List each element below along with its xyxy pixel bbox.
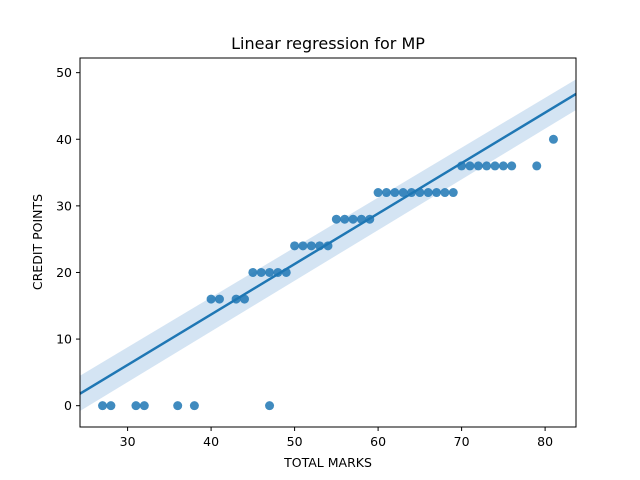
x-tick-label: 50 bbox=[287, 434, 303, 449]
data-point bbox=[340, 214, 350, 224]
data-point bbox=[465, 161, 475, 171]
data-point bbox=[273, 267, 283, 277]
data-point bbox=[323, 241, 333, 251]
data-point bbox=[290, 241, 300, 251]
y-tick-label: 0 bbox=[64, 398, 72, 413]
data-point bbox=[281, 267, 291, 277]
data-point bbox=[231, 294, 241, 304]
x-tick-label: 80 bbox=[537, 434, 553, 449]
data-point bbox=[473, 161, 483, 171]
x-axis-label: TOTAL MARKS bbox=[283, 455, 372, 470]
data-point bbox=[106, 401, 116, 411]
data-point bbox=[256, 267, 266, 277]
data-point bbox=[490, 161, 500, 171]
data-point bbox=[407, 188, 417, 198]
chart-title: Linear regression for MP bbox=[231, 34, 425, 53]
data-point bbox=[214, 294, 224, 304]
data-point bbox=[532, 161, 542, 171]
data-point bbox=[498, 161, 508, 171]
data-point bbox=[381, 188, 391, 198]
data-point bbox=[548, 134, 558, 144]
data-point bbox=[365, 214, 375, 224]
y-axis: 0 10 20 30 40 50 bbox=[56, 65, 80, 413]
y-tick-label: 20 bbox=[56, 265, 72, 280]
data-point bbox=[173, 401, 183, 411]
data-point bbox=[239, 294, 249, 304]
y-tick-label: 40 bbox=[56, 132, 72, 147]
points-layer bbox=[98, 134, 558, 411]
x-tick-label: 30 bbox=[120, 434, 136, 449]
data-point bbox=[348, 214, 358, 224]
data-point bbox=[482, 161, 492, 171]
y-tick-label: 10 bbox=[56, 332, 72, 347]
data-point bbox=[356, 214, 366, 224]
data-point bbox=[457, 161, 467, 171]
data-point bbox=[98, 401, 108, 411]
data-point bbox=[423, 188, 433, 198]
data-point bbox=[398, 188, 408, 198]
y-tick-label: 50 bbox=[56, 65, 72, 80]
data-point bbox=[440, 188, 450, 198]
data-point bbox=[415, 188, 425, 198]
data-point bbox=[139, 401, 149, 411]
data-point bbox=[265, 267, 275, 277]
data-point bbox=[390, 188, 400, 198]
data-point bbox=[331, 214, 341, 224]
data-point bbox=[306, 241, 316, 251]
y-tick-label: 30 bbox=[56, 198, 72, 213]
data-point bbox=[131, 401, 141, 411]
x-axis: 30 40 50 60 70 80 bbox=[120, 427, 553, 449]
data-point bbox=[507, 161, 517, 171]
data-point bbox=[189, 401, 199, 411]
data-point bbox=[315, 241, 325, 251]
x-tick-label: 40 bbox=[203, 434, 219, 449]
x-tick-label: 60 bbox=[370, 434, 386, 449]
data-point bbox=[206, 294, 216, 304]
plot-frame bbox=[79, 57, 577, 428]
x-tick-label: 70 bbox=[454, 434, 470, 449]
data-point bbox=[432, 188, 442, 198]
data-point bbox=[298, 241, 308, 251]
data-point bbox=[248, 267, 258, 277]
data-point bbox=[373, 188, 383, 198]
y-axis-label: CREDIT POINTS bbox=[30, 194, 45, 290]
data-point bbox=[448, 188, 458, 198]
data-point bbox=[265, 401, 275, 411]
